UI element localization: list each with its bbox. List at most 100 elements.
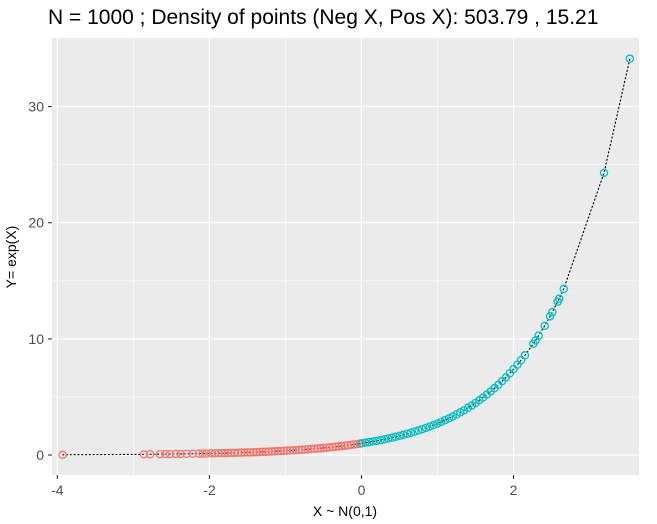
x-tick-label: 0 (358, 482, 366, 498)
data-point (246, 448, 255, 457)
data-point (270, 447, 280, 456)
data-point (276, 446, 286, 456)
data-point (395, 431, 404, 441)
data-point (343, 441, 353, 450)
data-point (625, 54, 635, 63)
data-point (325, 443, 334, 452)
data-point (165, 449, 175, 459)
data-point (188, 449, 197, 458)
data-point (202, 449, 211, 458)
data-point (429, 420, 438, 430)
data-point (288, 446, 298, 455)
chart-title: N = 1000 ; Density of points (Neg X, Pos… (48, 6, 598, 29)
data-point (383, 434, 393, 443)
x-tick-label: 2 (510, 482, 518, 498)
data-point (387, 433, 397, 442)
x-tick-label: -2 (203, 482, 216, 498)
data-point (258, 447, 267, 457)
data-point (376, 435, 385, 445)
data-point (58, 450, 67, 460)
data-point (322, 443, 331, 452)
y-axis-title: Y= exp(X) (3, 226, 19, 289)
data-point (264, 447, 273, 456)
y-tick-label: 20 (28, 215, 44, 231)
data-point (319, 443, 328, 453)
data-point (380, 435, 389, 444)
grid (52, 38, 639, 475)
data-point (554, 294, 564, 303)
data-point (279, 446, 289, 456)
data-point (214, 448, 223, 458)
data-point (224, 448, 233, 458)
data-point (368, 437, 378, 446)
data-point (340, 441, 349, 450)
data-point (421, 423, 431, 433)
data-point (352, 439, 362, 449)
data-point (198, 449, 207, 458)
data-point (243, 448, 252, 457)
data-point (540, 321, 549, 330)
data-point (334, 442, 343, 451)
plot-panel (52, 38, 639, 475)
data-point (300, 445, 310, 454)
data-point (414, 426, 423, 435)
data-point (139, 450, 149, 459)
data-point (267, 447, 276, 456)
data-point (234, 448, 243, 457)
data-point (291, 445, 301, 455)
data-point (297, 445, 307, 454)
data-point (520, 351, 530, 360)
data-point (433, 419, 442, 428)
data-point (282, 446, 292, 455)
data-point (171, 449, 181, 459)
data-point (418, 424, 427, 434)
data-point (307, 444, 316, 454)
data-point (249, 447, 258, 457)
y-axis: 0 10 20 30 (28, 99, 52, 463)
data-point (316, 443, 325, 453)
data-point (273, 446, 283, 456)
data-point (410, 427, 419, 436)
data-point (402, 429, 412, 439)
data-point (155, 449, 165, 459)
x-tick-label: -4 (51, 482, 64, 498)
data-point (261, 447, 270, 456)
data-point (534, 331, 543, 340)
data-point (545, 312, 555, 321)
data-point (406, 428, 416, 438)
data-point (252, 447, 261, 457)
data-point (346, 440, 356, 450)
data-point (303, 444, 313, 454)
data-point (237, 448, 246, 457)
data-point (437, 417, 446, 427)
data-point (176, 449, 185, 459)
data-point (240, 448, 249, 457)
data-point (182, 449, 191, 459)
data-point (331, 442, 340, 451)
data-point (255, 447, 264, 457)
y-tick-label: 0 (36, 447, 44, 463)
data-point (372, 436, 381, 446)
x-axis: -4 -2 0 2 (51, 475, 518, 498)
data-point (294, 445, 304, 455)
data-point (399, 430, 408, 440)
data-point (559, 284, 568, 294)
y-tick-label: 30 (28, 99, 44, 115)
data-point (285, 446, 295, 455)
points (58, 54, 635, 460)
data-point (313, 444, 322, 453)
data-point (548, 307, 557, 317)
y-tick-label: 10 (28, 331, 44, 347)
x-axis-title: X ~ N(0,1) (313, 503, 377, 519)
series-group (357, 54, 635, 448)
data-point (328, 442, 337, 452)
data-point (425, 422, 435, 431)
data-point (391, 432, 400, 442)
data-point (337, 441, 346, 451)
data-point (310, 444, 319, 454)
data-point (145, 450, 155, 459)
series-group (58, 439, 365, 460)
data-point (599, 168, 609, 178)
data-point (161, 449, 170, 459)
